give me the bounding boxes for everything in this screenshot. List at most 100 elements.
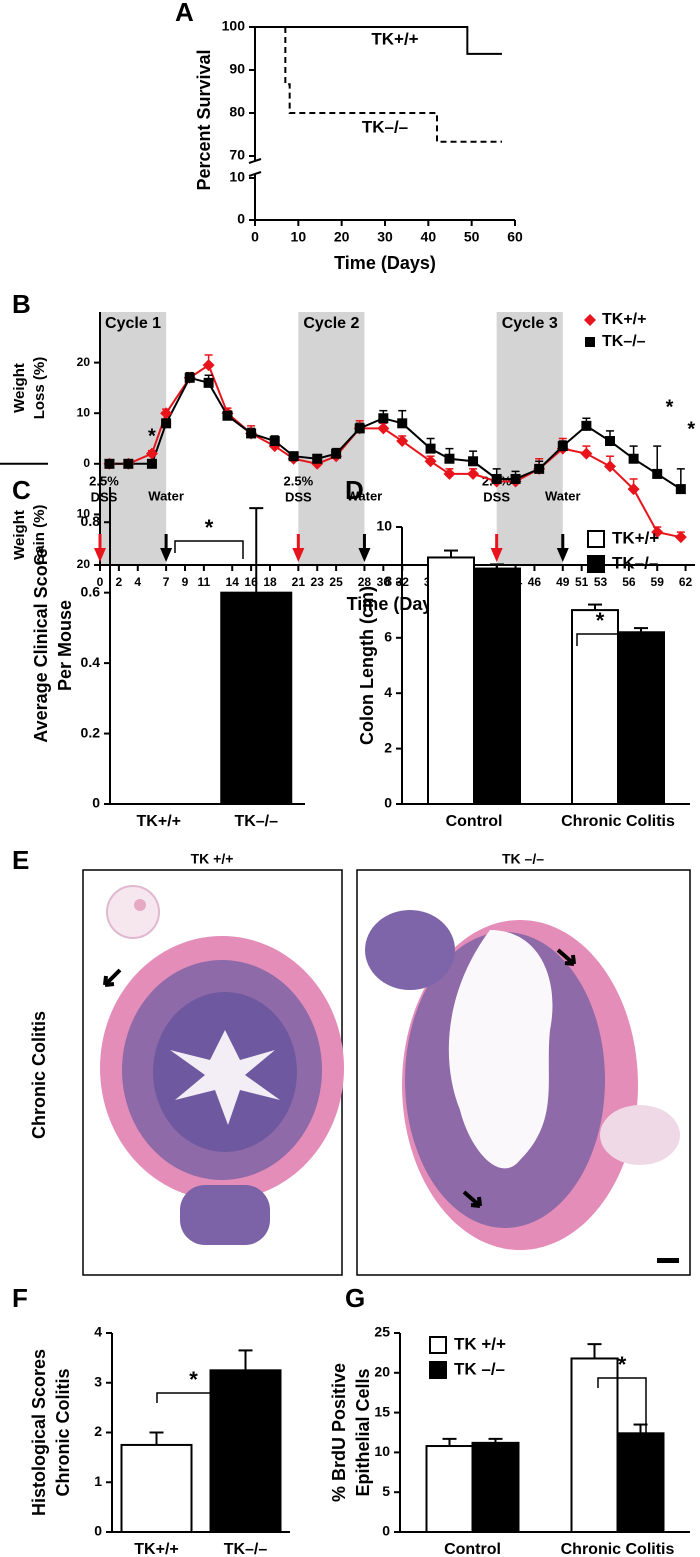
x-tick-label: 2 [116,575,123,589]
y-tick-label: 10 [376,518,392,534]
panel-label: E [12,845,29,875]
y-tick-label: 2 [94,1423,102,1439]
x-tick-label: 7 [163,575,170,589]
point [146,458,157,469]
treatment-arrowhead [94,548,106,562]
tissue [365,910,455,990]
treatment-label: Water [545,488,581,503]
significance-star: * [618,1352,627,1377]
point [145,447,158,460]
point [288,451,299,462]
legend-label: TK –/– [454,1359,505,1378]
y-tick-label: 0 [382,1523,390,1539]
point [203,377,214,388]
x-tick-label: 30 [377,229,393,245]
x-tick-label: 20 [334,229,350,245]
point [581,420,592,431]
y-tick-label: 0.4 [81,654,101,670]
significance-bracket [174,540,244,559]
x-tick-label: 16 [244,575,258,589]
x-tick-label: 21 [292,575,306,589]
point [331,448,342,459]
y-axis-title: Weight [11,363,28,413]
point [510,473,521,484]
point [604,460,616,473]
tissue [134,899,146,911]
treatment-arrowhead [358,548,371,562]
legend-label: TK–/– [602,333,646,350]
x-tick-label: 53 [594,575,608,589]
legend-label: TK +/+ [454,1334,506,1353]
x-tick-label: TK–/– [234,813,278,830]
point [557,441,568,452]
legend-label: TK+/+ [602,311,646,328]
legend-label: TK+/+ [612,528,659,547]
point [674,531,687,544]
cycle-label: Cycle 1 [105,315,161,332]
survival-line [284,27,502,143]
x-tick-label: 0 [251,229,259,245]
y-axis-title: Histological Scores [29,1349,49,1516]
legend-swatch [429,1336,447,1354]
point [628,453,639,464]
y-tick-label: 20 [374,1364,390,1380]
cycle-label: Cycle 3 [502,315,558,332]
image-title: TK –/– [502,851,544,867]
y-tick-label: 4 [384,684,392,700]
x-tick-label: 4 [134,575,141,589]
bar [571,609,619,805]
significance-bracket [156,1392,231,1403]
legend-marker [585,337,595,347]
series-line [109,376,682,490]
panel-label: F [12,1283,28,1313]
significance-star: * [189,1367,198,1392]
point [354,423,365,434]
point [444,453,455,464]
x-tick-label: Chronic Colitis [561,813,675,830]
x-tick-label: 30 [377,575,391,589]
x-tick-label: 46 [528,575,542,589]
scale-bar [657,1258,679,1263]
bar [425,1445,474,1533]
axis-break [248,171,262,177]
x-tick-label: 60 [507,229,523,245]
significance-star: * [205,515,214,540]
point [534,463,545,474]
x-tick-label: TK+/+ [134,1541,178,1557]
cycle-shading [496,312,563,565]
point [468,456,479,467]
treatment-label: DSS [483,489,510,504]
y-tick-label: 2 [384,739,392,755]
treatment-label: Water [347,488,383,503]
point [580,447,593,460]
significance-star: * [148,425,156,447]
y-tick-label: 20 [77,355,91,369]
y-tick-label: 20 [77,557,91,571]
arrow [462,1190,482,1208]
legend-swatch [429,1361,447,1379]
y-axis-title: Weight [11,510,28,560]
tissue [180,1185,270,1245]
x-tick-label: 62 [679,575,693,589]
bar [616,1432,665,1534]
point [651,526,664,539]
point [424,455,437,468]
bar [120,1443,193,1533]
y-tick-label: 10 [229,169,245,185]
bar [471,1441,520,1534]
significance-star: * [687,418,695,440]
point [467,467,480,480]
row-label: Chronic Colitis [29,1011,49,1139]
x-tick-label: Chronic Colitis [561,1541,675,1557]
histology-images: TK +/+ TK –/– Chronic Colitis [29,851,691,1276]
panel-label: A [175,0,194,27]
point [104,458,115,469]
y-axis-title: Per Mouse [55,600,75,691]
y-tick-label: 0.2 [81,724,101,740]
y-tick-label: 25 [374,1324,390,1340]
treatment-arrowhead [556,548,569,562]
y-tick-label: 10 [77,507,91,521]
point [269,436,280,447]
y-axis-title: Percent Survival [194,49,214,190]
bar [570,1357,619,1534]
